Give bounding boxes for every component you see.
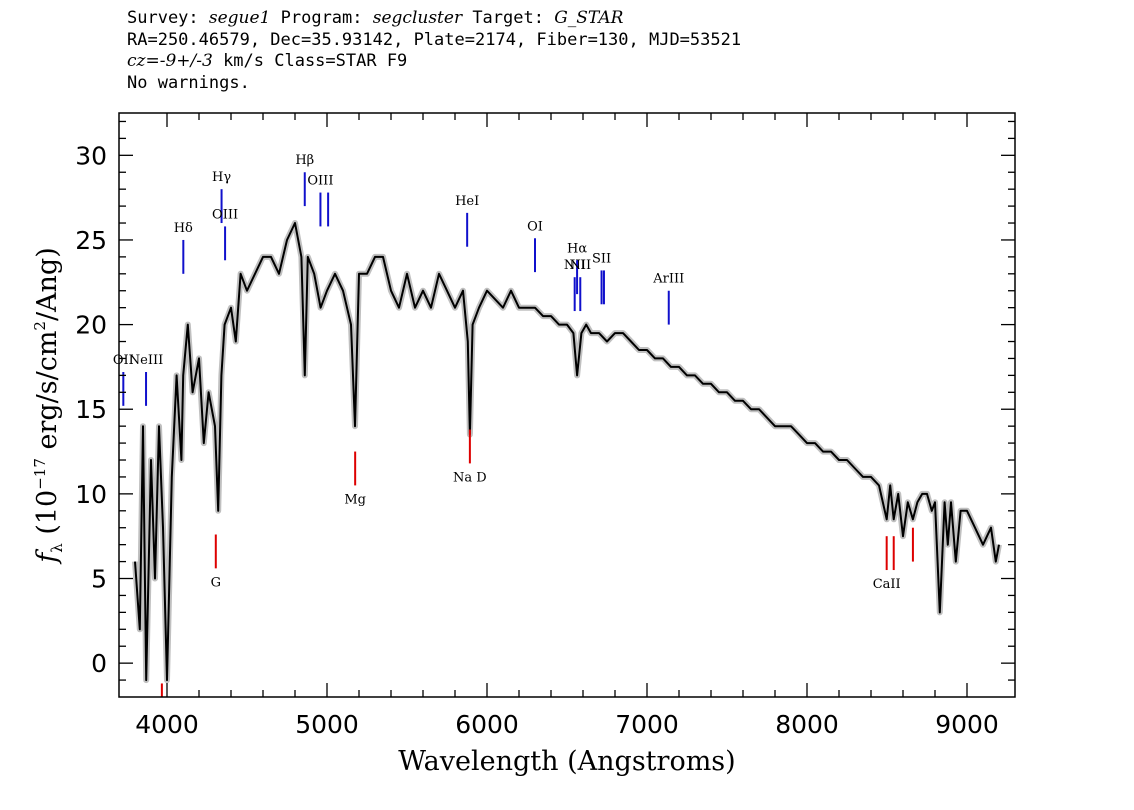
header-line-survey: Survey: segue1 Program: segcluster Targe… [127, 8, 741, 30]
error-band [132, 220, 1002, 684]
marker-label: HeI [455, 194, 479, 209]
marker-label: Hβ [295, 153, 314, 168]
plot-frame [118, 112, 1016, 698]
marker-label: G [211, 575, 221, 590]
marker-label: Hδ [174, 221, 193, 236]
survey-label: Survey: [127, 8, 209, 28]
marker-label: OIII [307, 174, 333, 189]
marker-label: OIII [212, 207, 238, 222]
x-tick-label: 6000 [455, 710, 519, 739]
y-tick-label: 15 [75, 395, 107, 424]
marker-label: Na D [453, 470, 487, 485]
survey-value: segue1 [208, 8, 271, 28]
marker-label: Hγ [212, 170, 231, 185]
marker-label: OII [113, 353, 134, 368]
marker-label: OI [527, 219, 543, 234]
spectrum-header: Survey: segue1 Program: segcluster Targe… [127, 8, 741, 94]
y-axis-title: fλ (10−17 erg/s/cm2/Ang) [31, 247, 66, 565]
tick-layer: 4000 5000 6000 7000 8000 9000 0 5 10 15 20 25 30 [75, 113, 1015, 739]
x-tick-label: 4000 [135, 710, 199, 739]
marker-label: NeIII [129, 353, 163, 368]
cz-value: -9+/-3 [159, 51, 213, 71]
y-tick-label: 25 [75, 226, 107, 255]
marker-label: Hα [567, 241, 587, 256]
y-tick-label: 10 [75, 480, 107, 509]
y-tick-label: 30 [75, 141, 107, 170]
x-tick-label: 5000 [295, 710, 359, 739]
flux-layer [134, 222, 1000, 682]
target-label: Target: [462, 8, 555, 28]
y-tick-label: 20 [75, 311, 107, 340]
y-tick-label: 0 [91, 649, 107, 678]
x-tick-label: 9000 [935, 710, 999, 739]
cz-label: cz= [127, 51, 160, 71]
header-line-redshift: cz=-9+/-3 km/s Class=STAR F9 [127, 51, 741, 73]
header-line-warnings: No warnings. [127, 72, 250, 93]
target-value: G_STAR [554, 8, 624, 28]
y-tick-label: 5 [91, 565, 107, 594]
x-axis-title: Wavelength (Angstroms) [398, 746, 735, 777]
error-band-layer [132, 220, 1002, 684]
marker-label: NII [564, 258, 586, 273]
marker-label: ArIII [652, 272, 684, 287]
marker-label: SII [592, 251, 611, 266]
cz-class: km/s Class=STAR F9 [212, 51, 408, 71]
marker-label: CaII [873, 577, 901, 592]
marker-label: Mg [344, 492, 366, 507]
program-label: Program: [270, 8, 373, 28]
marker-label: NII [569, 258, 591, 273]
x-tick-label: 7000 [615, 710, 679, 739]
header-line-coordinates: RA=250.46579, Dec=35.93142, Plate=2174, … [127, 29, 742, 50]
flux-line [134, 222, 1000, 682]
x-tick-label: 8000 [775, 710, 839, 739]
program-value: segcluster [372, 8, 463, 28]
